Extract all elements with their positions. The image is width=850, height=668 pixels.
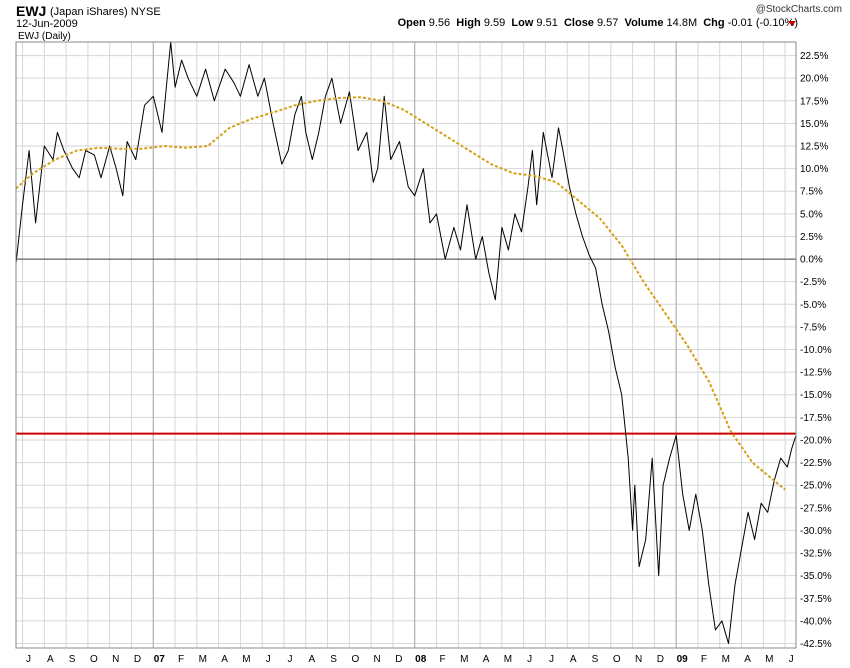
x-tick-label: M [765,654,773,665]
y-tick-label: -7.5% [800,322,826,333]
exchange-label: NYSE [130,6,161,18]
low-value: 9.51 [536,17,558,29]
x-tick-label: M [504,654,512,665]
x-tick-label: J [549,654,554,665]
y-tick-label: -20.0% [800,435,832,446]
y-axis-ticks: 22.5% 20.0% 17.5% 15.0% 12.5% 10.0% 7.5% 5.0% 2.… [800,51,832,650]
y-tick-label: 5.0% [800,209,823,220]
y-tick-label: -15.0% [800,390,832,401]
y-tick-label: -5.0% [800,300,826,311]
x-axis-ticks: J A S O N D 07 F M A M J J A S O N D 08 F M A M J J A S O N D 09 F M A M J [26,654,794,665]
low-label: Low [511,17,534,29]
y-tick-label: 10.0% [800,164,828,175]
y-tick-label: 17.5% [800,96,828,107]
y-tick-label: -25.0% [800,481,832,492]
x-tick-label: J [266,654,271,665]
down-arrow-icon [788,21,796,26]
y-tick-label: 15.0% [800,119,828,130]
series-group [15,41,797,644]
y-tick-label: -12.5% [800,368,832,379]
open-value: 9.56 [428,17,451,29]
x-tick-label: A [308,654,315,665]
x-tick-label: J [287,654,292,665]
x-tick-label: D [134,654,141,665]
y-tick-label: -30.0% [800,526,832,537]
chart-grid [16,42,796,648]
x-tick-label: A [483,654,490,665]
y-tick-label: 0.0% [800,255,823,266]
y-tick-label: 22.5% [800,51,828,62]
y-tick-label: -2.5% [800,277,826,288]
x-tick-label: O [351,654,359,665]
high-label: High [456,17,481,29]
security-name: (Japan iShares) [50,6,128,18]
chart-legend: EWJ (Daily) [18,31,71,42]
x-tick-label: M [242,654,250,665]
y-tick-label: 7.5% [800,187,823,198]
x-tick-label: O [613,654,621,665]
x-tick-label: O [90,654,98,665]
header-name: (Japan iShares) NYSE [50,6,161,18]
reference-lines [16,258,796,435]
open-label: Open [397,17,426,29]
x-tick-label: D [657,654,664,665]
x-tick-label: A [744,654,751,665]
y-tick-label: -42.5% [800,639,832,650]
plot-frame [15,41,797,649]
x-tick-label: A [570,654,577,665]
x-tick-label: A [47,654,54,665]
y-tick-label: -40.0% [800,616,832,627]
year-lines [152,42,677,648]
x-tick-label: J [789,654,794,665]
x-tick-label: M [199,654,207,665]
close-value: 9.57 [597,17,619,29]
x-tick-label: F [701,654,707,665]
y-tick-label: 2.5% [800,232,823,243]
y-tick-label: -22.5% [800,458,832,469]
x-tick-label: S [69,654,76,665]
y-tick-label: 20.0% [800,74,828,85]
y-tick-label: -37.5% [800,594,832,605]
chg-value: -0.01 (-0.10%) [727,17,798,29]
moving-average-line [15,96,786,491]
y-tick-label: -27.5% [800,503,832,514]
x-tick-label: F [439,654,445,665]
x-tick-label: 07 [154,654,166,665]
x-tick-label: A [221,654,228,665]
x-tick-label: M [722,654,730,665]
x-tick-label: N [112,654,119,665]
ticker-symbol: EWJ [16,3,47,19]
x-tick-label: F [178,654,184,665]
x-tick-label: S [330,654,337,665]
copyright-link[interactable]: @StockCharts.com [755,4,842,15]
y-tick-label: -10.0% [800,345,832,356]
x-tick-label: 08 [415,654,427,665]
x-tick-label: D [395,654,402,665]
volume-label: Volume [624,17,664,29]
y-tick-label: -17.5% [800,413,832,424]
volume-value: 14.8M [666,17,698,29]
x-tick-label: N [635,654,642,665]
chg-label: Chg [703,17,725,29]
x-tick-label: 09 [677,654,689,665]
chart-date: 12-Jun-2009 [16,18,78,30]
y-tick-label: -35.0% [800,571,832,582]
close-label: Close [563,17,594,29]
high-value: 9.59 [483,17,506,29]
x-tick-label: S [592,654,599,665]
y-tick-label: 12.5% [800,142,828,153]
quote-bar: Open 9.56 High 9.59 Low 9.51 Close 9.57 … [398,17,798,29]
y-tick-label: -32.5% [800,549,832,560]
x-tick-label: N [374,654,381,665]
x-tick-label: J [527,654,532,665]
x-tick-label: J [26,654,31,665]
x-tick-label: M [460,654,468,665]
price-series-line [15,41,797,644]
